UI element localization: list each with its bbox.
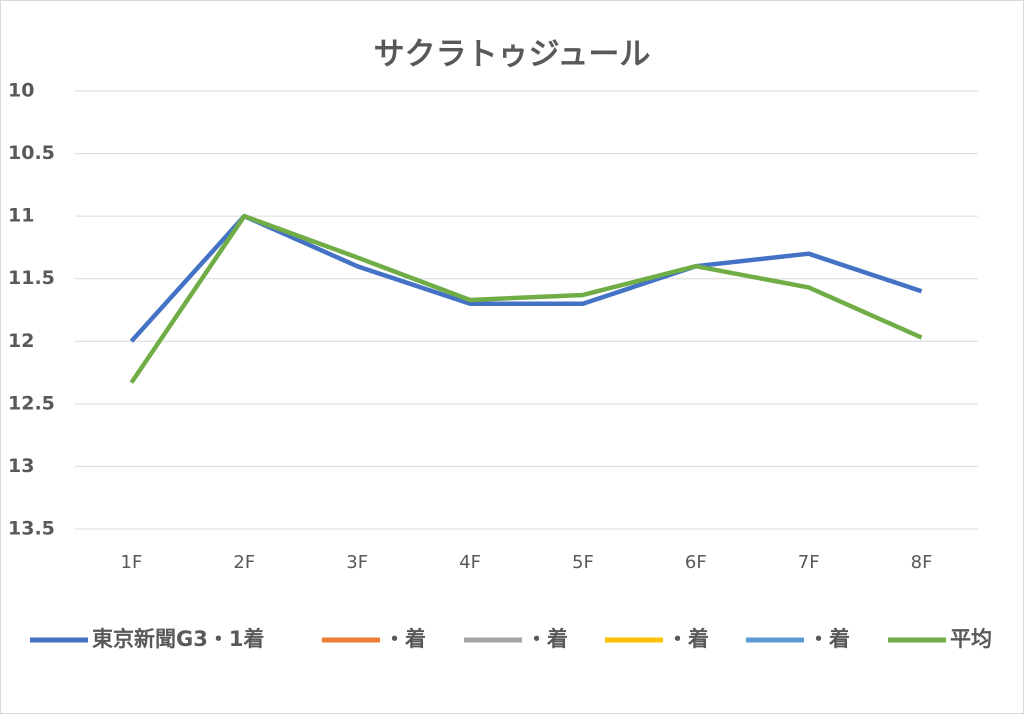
- legend-label: ・着: [808, 627, 850, 651]
- chart-title: サクラトゥジュール: [374, 37, 651, 73]
- y-tick-label: 10: [8, 80, 34, 102]
- legend-label: ・着: [384, 627, 426, 651]
- x-tick-label: 5F: [572, 552, 594, 573]
- x-tick-label: 2F: [233, 552, 255, 573]
- legend-label: 平均: [950, 627, 992, 651]
- x-tick-label: 1F: [121, 552, 143, 573]
- x-tick-label: 3F: [346, 552, 368, 573]
- x-tick-label: 7F: [798, 552, 820, 573]
- y-tick-label: 10.5: [8, 142, 55, 164]
- y-tick-label: 11: [8, 205, 34, 227]
- legend-label: ・着: [526, 627, 568, 651]
- legend-label: ・着: [667, 627, 709, 651]
- x-tick-label: 6F: [685, 552, 707, 573]
- y-tick-label: 13: [8, 455, 34, 477]
- series-line: [129, 213, 923, 384]
- x-tick-label: 4F: [459, 552, 481, 573]
- y-tick-label: 12.5: [8, 392, 55, 414]
- x-tick-label: 8F: [911, 552, 933, 573]
- y-tick-label: 13.5: [8, 518, 55, 540]
- y-tick-label: 12: [8, 330, 34, 352]
- legend-label: 東京新聞G3・1着: [92, 627, 264, 651]
- y-tick-label: 11.5: [8, 267, 55, 289]
